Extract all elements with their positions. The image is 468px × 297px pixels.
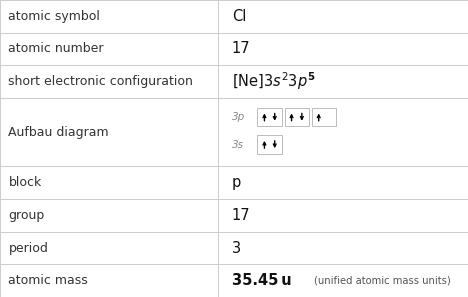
FancyBboxPatch shape [218, 33, 468, 65]
FancyBboxPatch shape [0, 264, 218, 297]
Text: atomic symbol: atomic symbol [8, 10, 100, 23]
Text: $\mathregular{[Ne]3}s^{2}\mathregular{3}p^{\mathbf{5}}$: $\mathregular{[Ne]3}s^{2}\mathregular{3}… [232, 71, 315, 92]
Text: (unified atomic mass units): (unified atomic mass units) [314, 276, 450, 286]
FancyBboxPatch shape [0, 33, 218, 65]
FancyBboxPatch shape [0, 232, 218, 264]
FancyBboxPatch shape [218, 264, 468, 297]
Text: 3: 3 [232, 241, 241, 255]
FancyBboxPatch shape [218, 98, 468, 166]
Text: period: period [8, 241, 48, 255]
FancyBboxPatch shape [257, 135, 282, 154]
FancyBboxPatch shape [312, 108, 336, 126]
Text: Cl: Cl [232, 9, 246, 24]
Text: atomic mass: atomic mass [8, 274, 88, 287]
Text: 3s: 3s [232, 140, 244, 149]
FancyBboxPatch shape [218, 232, 468, 264]
Text: Aufbau diagram: Aufbau diagram [8, 126, 109, 139]
FancyBboxPatch shape [257, 108, 282, 126]
FancyBboxPatch shape [218, 0, 468, 33]
FancyBboxPatch shape [218, 166, 468, 199]
Text: block: block [8, 176, 42, 189]
Text: atomic number: atomic number [8, 42, 104, 56]
FancyBboxPatch shape [0, 65, 218, 98]
FancyBboxPatch shape [218, 199, 468, 232]
Text: 17: 17 [232, 208, 250, 223]
FancyBboxPatch shape [0, 199, 218, 232]
FancyBboxPatch shape [285, 108, 309, 126]
FancyBboxPatch shape [0, 98, 218, 166]
Text: short electronic configuration: short electronic configuration [8, 75, 193, 88]
Text: 35.45 u: 35.45 u [232, 273, 291, 288]
FancyBboxPatch shape [0, 0, 218, 33]
FancyBboxPatch shape [218, 65, 468, 98]
Text: 3p: 3p [232, 112, 245, 122]
Text: group: group [8, 209, 44, 222]
Text: 17: 17 [232, 42, 250, 56]
Text: p: p [232, 175, 241, 190]
FancyBboxPatch shape [0, 166, 218, 199]
